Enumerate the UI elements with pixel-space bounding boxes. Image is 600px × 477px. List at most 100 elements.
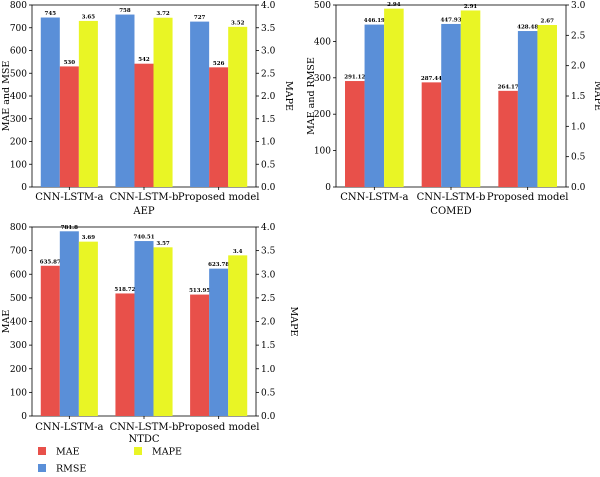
bar-rmse [517,31,538,187]
right-tick-label: 0.0 [261,183,276,193]
right-tick-label: 2.5 [261,69,276,79]
bar-mape [153,247,173,416]
bar-mae [40,265,60,416]
bar-rmse [190,21,210,188]
right-tick-label: 2.5 [261,294,276,304]
data-label-rmse: 781.8 [61,225,78,231]
bar-rmse [59,231,79,416]
legend-swatch-mae [38,447,46,455]
bar-mae [498,90,518,187]
right-tick-label: 2.5 [571,31,586,41]
left-tick-label: 0 [21,183,27,193]
right-tick-label: 4.0 [261,1,276,11]
bar-rmse [364,24,385,188]
right-tick-label: 0.5 [261,388,276,398]
right-tick-label: 0.0 [261,412,276,422]
legend-swatch-rmse [38,464,46,472]
bar-mape [537,25,557,187]
right-axis-label: MAPE [288,307,299,337]
data-label-mape: 3.69 [82,235,96,241]
data-label-rmse: 740.51 [133,235,154,241]
bar-mape [78,241,98,416]
bar-mape [384,8,404,188]
chart-title: NTDC [128,434,159,445]
left-tick-label: 200 [10,365,27,375]
left-tick-label: 500 [10,294,27,304]
left-tick-label: 400 [10,92,27,102]
data-label-rmse: 758 [119,8,131,14]
category-label: CNN-LSTM-b [417,192,486,203]
left-tick-label: 800 [10,1,27,11]
bar-mape [228,26,248,188]
bar-mae [345,81,365,187]
right-axis-label: MAPE [592,81,600,111]
right-tick-label: 0.5 [571,153,586,163]
left-tick-label: 300 [314,74,331,84]
left-tick-label: 800 [10,223,27,233]
data-label-mae: 526 [213,61,225,67]
bar-mae [59,66,79,187]
data-label-mae: 513.95 [189,288,210,294]
right-tick-label: 1.0 [261,365,276,375]
left-tick-label: 100 [314,147,331,157]
left-tick-label: 0 [325,183,331,193]
right-tick-label: 3.5 [261,24,276,34]
data-label-mape: 2.91 [464,4,478,10]
legend-label-mae: MAE [56,447,80,458]
data-label-rmse: 727 [194,15,206,21]
left-tick-label: 400 [314,37,331,47]
right-tick-label: 3.0 [571,1,586,11]
left-tick-label: 100 [10,388,27,398]
right-tick-label: 1.5 [261,341,276,351]
bar-rmse [134,241,154,416]
chart-ntdc: 0 100 200 300 400 500 600 700 800 0.0 0.5 1.0 1.5 2.0… [1,223,299,445]
right-tick-label: 1.5 [261,115,276,125]
left-tick-label: 200 [10,138,27,148]
left-axis-label: MAE and RMSE [306,57,317,135]
right-tick-label: 2.0 [261,318,276,328]
data-label-rmse: 447.93 [440,17,461,23]
right-tick-label: 3.0 [261,47,276,57]
category-label: Proposed model [487,192,569,203]
bar-mae [134,63,154,187]
legend-label-mape: MAPE [152,447,182,458]
right-tick-label: 4.0 [261,223,276,233]
right-tick-label: 3.0 [261,270,276,280]
left-tick-label: 600 [10,270,27,280]
left-tick-label: 700 [10,24,27,34]
category-label: CNN-LSTM-a [35,192,103,203]
data-label-mae: 635.87 [40,259,61,265]
chart-title: COMED [430,206,471,217]
data-label-mae: 264.17 [498,84,519,90]
category-label: CNN-LSTM-b [110,422,179,433]
category-label: CNN-LSTM-a [340,192,408,203]
data-label-mae: 291.12 [344,75,365,81]
data-label-mape: 3.72 [156,11,170,17]
legend-swatch-mape [134,447,142,455]
category-label: Proposed model [178,192,260,203]
chart-aep: 0 100 200 300 400 500 600 700 800 0.0 0.5 1.0 1.5 2.0… [1,1,294,217]
data-label-rmse: 623.78 [208,262,229,268]
left-axis-label: MAE [1,310,12,334]
bar-rmse [40,17,60,188]
bar-rmse [209,268,229,416]
bar-mape [153,17,173,187]
right-tick-label: 0.5 [261,160,276,170]
bar-mae [115,293,135,416]
left-tick-label: 200 [314,110,331,120]
chart-title: AEP [132,206,155,217]
left-tick-label: 400 [10,318,27,328]
data-label-mape: 3.65 [82,14,96,20]
bar-mae [209,67,229,187]
bar-mape [228,255,248,416]
category-label: CNN-LSTM-b [110,192,179,203]
category-label: Proposed model [178,422,260,433]
right-tick-label: 2.0 [571,62,586,72]
bar-mae [190,294,210,416]
data-label-mape: 2.94 [387,2,401,8]
left-tick-label: 500 [10,69,27,79]
data-label-mae: 287.44 [421,76,442,82]
data-label-mape: 3.57 [156,241,170,247]
bar-mape [460,10,481,187]
data-label-rmse: 428.48 [517,25,538,31]
